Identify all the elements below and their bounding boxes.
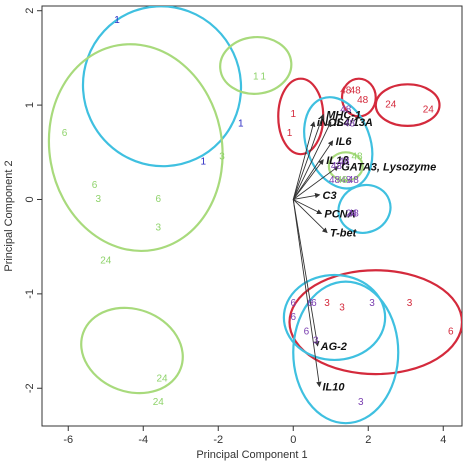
loading-label: C3: [323, 190, 337, 202]
data-point: 6: [290, 298, 296, 309]
y-tick-label: 0: [24, 196, 36, 202]
loading-label: MHC-1: [326, 110, 361, 122]
x-tick-label: -6: [63, 434, 73, 446]
data-point: 6: [307, 298, 313, 309]
data-point: 48: [331, 161, 343, 172]
data-point: 6: [311, 298, 317, 309]
x-tick-label: 2: [365, 434, 371, 446]
data-point: 3: [155, 222, 161, 233]
data-point: 24: [346, 208, 358, 219]
x-axis-title: Principal Component 1: [196, 449, 307, 461]
loading-arrow: [292, 199, 322, 388]
cluster-ellipse: [47, 43, 224, 253]
cluster-ellipse: [282, 273, 387, 362]
loading-label: IL4/13A: [334, 117, 373, 129]
data-point: 48: [329, 175, 341, 186]
data-point: 48: [344, 119, 356, 130]
data-point: 6: [92, 180, 98, 191]
x-tick-label: -2: [213, 434, 223, 446]
y-tick-label: -1: [24, 289, 36, 299]
data-point: 1: [238, 119, 244, 130]
loading-arrow: [292, 159, 324, 200]
data-point: 48: [348, 175, 360, 186]
cluster-ellipse: [219, 35, 293, 95]
data-point: 24: [423, 104, 435, 115]
x-tick-label: -4: [138, 434, 148, 446]
data-point: 1: [260, 71, 266, 82]
y-tick-label: -2: [24, 383, 36, 393]
data-point: 1: [253, 71, 259, 82]
loading-label: IL1β: [326, 155, 349, 167]
data-point: 3: [313, 336, 319, 347]
data-point: 24: [385, 100, 397, 111]
data-point: 6: [304, 326, 310, 337]
data-point: 24: [156, 373, 168, 384]
cluster-ellipses: [47, 6, 462, 425]
loading-label: AG-2: [320, 341, 347, 353]
plot-frame: [41, 5, 463, 427]
y-axis-title: Principal Component 2: [3, 160, 15, 271]
loading-label: PCNA: [324, 209, 355, 221]
loading-arrow: [292, 113, 325, 200]
data-point: 1: [114, 15, 120, 26]
y-tick-label: 2: [24, 8, 36, 14]
data-point: 6: [448, 326, 454, 337]
data-point: 48: [338, 156, 350, 167]
data-point: 1: [200, 156, 206, 167]
data-point: 6: [155, 194, 161, 205]
data-point: 1: [287, 128, 293, 139]
data-point: 48: [340, 104, 352, 115]
data-point: 3: [219, 152, 225, 163]
x-tick-label: 4: [440, 434, 446, 446]
x-axis: -6 -4 -2 0 2 4: [63, 426, 446, 446]
loading-arrow: [292, 140, 334, 200]
cluster-ellipse: [288, 269, 462, 376]
cluster-ellipse: [327, 151, 364, 182]
loading-label: GATA3, Lysozyme: [341, 161, 436, 173]
loading-arrow: [293, 192, 321, 200]
data-point: 48: [340, 86, 352, 97]
cluster-ellipse: [292, 280, 400, 425]
data-point: 3: [324, 298, 330, 309]
cluster-ellipse: [374, 83, 441, 127]
cluster-ellipse: [340, 77, 377, 118]
x-tick-label: 0: [290, 434, 296, 446]
data-point: 3: [369, 298, 375, 309]
loading-arrow: [292, 199, 328, 234]
data-point: 48: [357, 95, 369, 106]
y-tick-label: 1: [24, 102, 36, 108]
data-point: 48: [348, 208, 360, 219]
data-point: 24: [153, 397, 165, 408]
loading-arrow: [292, 121, 316, 200]
cluster-ellipse: [337, 183, 392, 234]
data-point: 3: [95, 194, 101, 205]
data-point: 48: [350, 86, 362, 97]
loading-label: T-bet: [330, 228, 358, 240]
data-point: 48: [340, 175, 352, 186]
loading-arrow: [292, 121, 332, 200]
cluster-ellipse: [80, 306, 184, 395]
loading-arrow: [292, 165, 339, 200]
loading-arrow: [293, 199, 323, 215]
cluster-ellipse: [81, 6, 243, 168]
data-point: 6: [62, 128, 68, 139]
loading-label: IL10: [323, 381, 346, 393]
data-point: 24: [100, 255, 112, 266]
data-point: 1: [290, 109, 296, 120]
data-point: 3: [358, 397, 364, 408]
data-point: 6: [290, 312, 296, 323]
data-point: 48: [336, 175, 348, 186]
loading-label: IL6: [336, 136, 353, 148]
loading-arrow: [292, 199, 320, 347]
y-axis: -2 -1 0 1 2: [24, 8, 42, 393]
data-point: 3: [339, 303, 345, 314]
data-point: 3: [407, 298, 413, 309]
data-point: 48: [351, 152, 363, 163]
